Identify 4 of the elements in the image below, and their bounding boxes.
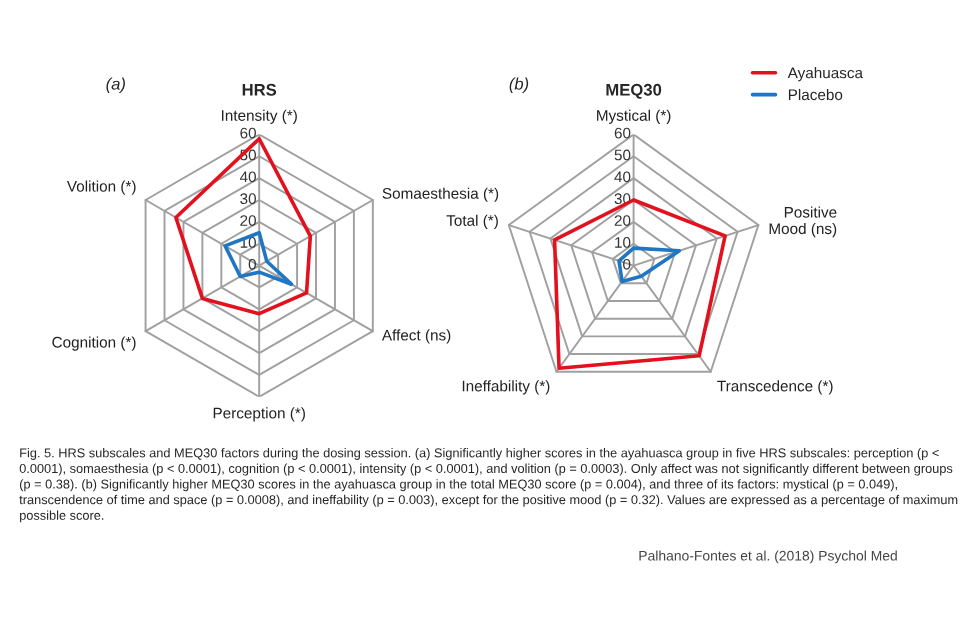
text: MEQ30 [606, 83, 662, 99]
chart-title: HRS [242, 83, 277, 96]
text: (a) [106, 77, 125, 94]
text: (b) [509, 77, 529, 94]
